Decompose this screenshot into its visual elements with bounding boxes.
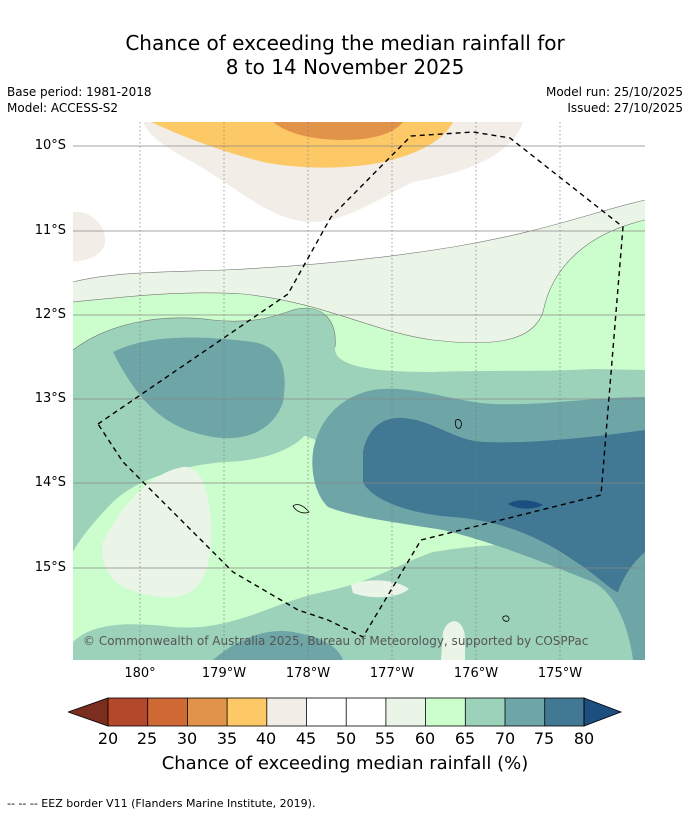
copyright-text: © Commonwealth of Australia 2025, Bureau… — [83, 634, 588, 648]
issued-date: Issued: 27/10/2025 — [567, 101, 683, 115]
eez-border — [97, 131, 624, 638]
lat-label-11s: 11°S — [34, 223, 66, 238]
island-outline-3 — [502, 615, 510, 622]
band-80-plus — [508, 500, 543, 509]
colorbar-tick-35: 35 — [216, 729, 238, 748]
lat-label-12s: 12°S — [34, 307, 66, 322]
colorbar-tick-75: 75 — [533, 729, 555, 748]
lon-label-175w: 175°W — [537, 666, 583, 681]
lon-label-178w: 178°W — [285, 666, 331, 681]
colorbar-seg-70-75 — [505, 698, 545, 726]
gridlines — [73, 145, 645, 569]
colorbar-tick-80: 80 — [573, 729, 595, 748]
colorbar-seg-60-65 — [425, 698, 466, 726]
base-period: Base period: 1981-2018 — [7, 85, 152, 99]
model-run: Model run: 25/10/2025 — [545, 85, 683, 99]
lat-label-14s: 14°S — [34, 475, 66, 490]
colorbar-tick-50: 50 — [335, 729, 357, 748]
colorbar-tick-65: 65 — [454, 729, 476, 748]
colorbar-seg-65-70 — [465, 698, 505, 726]
band-30-35 — [273, 122, 403, 140]
band-55-60-patch — [438, 290, 472, 320]
lat-label-10s: 10°S — [34, 138, 66, 153]
lon-label-177w: 177°W — [369, 666, 415, 681]
chart-title-line2: 8 to 14 November 2025 — [225, 55, 465, 79]
colorbar-title: Chance of exceeding median rainfall (%) — [161, 753, 529, 774]
band-70-75-south — [213, 631, 343, 660]
band-70-75 — [113, 337, 285, 439]
colorbar-tick-25: 25 — [136, 729, 158, 748]
colorbar-tick-40: 40 — [255, 729, 277, 748]
chart-title-line1: Chance of exceeding the median rainfall … — [125, 31, 565, 55]
colorbar-tick-70: 70 — [494, 729, 516, 748]
colorbar-high-arrow — [583, 697, 623, 727]
colorbar-tick-30: 30 — [176, 729, 198, 748]
colorbar-seg-30-35 — [187, 698, 228, 726]
lat-label-13s: 13°S — [34, 391, 66, 406]
band-75-80 — [363, 417, 645, 592]
colorbar-seg-20-25 — [108, 698, 148, 726]
band-55-60-south — [102, 466, 212, 598]
model-name: Model: ACCESS-S2 — [7, 101, 119, 115]
colorbar-seg-50-55 — [346, 698, 386, 726]
colorbar-seg-35-40 — [227, 698, 267, 726]
colorbar-seg-25-30 — [147, 698, 188, 726]
lon-label-179w: 179°W — [201, 666, 247, 681]
colorbar-seg-45-50 — [306, 698, 347, 726]
band-55-60 — [73, 200, 645, 343]
island-outline — [454, 419, 462, 429]
band-55-60-spot2 — [441, 621, 465, 660]
eez-legend: -- -- -- EEZ border V11 (Flanders Marine… — [7, 797, 316, 810]
colorbar-tick-20: 20 — [97, 729, 119, 748]
lat-label-15s: 15°S — [34, 560, 66, 575]
colorbar-low-arrow — [68, 697, 109, 727]
colorbar-tick-55: 55 — [374, 729, 396, 748]
colorbar — [68, 697, 623, 727]
colorbar-tick-45: 45 — [295, 729, 317, 748]
band-45-50-west — [73, 211, 106, 262]
colorbar-seg-75-80 — [544, 698, 584, 726]
colorbar-dividers — [107, 697, 585, 727]
meridians — [139, 122, 561, 660]
colorbar-seg-40-45 — [266, 698, 307, 726]
colorbar-seg-55-60 — [385, 698, 426, 726]
lon-label-176w: 176°W — [453, 666, 499, 681]
colorbar-tick-60: 60 — [414, 729, 436, 748]
lon-label-180: 180° — [124, 666, 156, 681]
island-outline-2 — [292, 504, 310, 514]
rainfall-map: © Commonwealth of Australia 2025, Bureau… — [73, 122, 645, 660]
